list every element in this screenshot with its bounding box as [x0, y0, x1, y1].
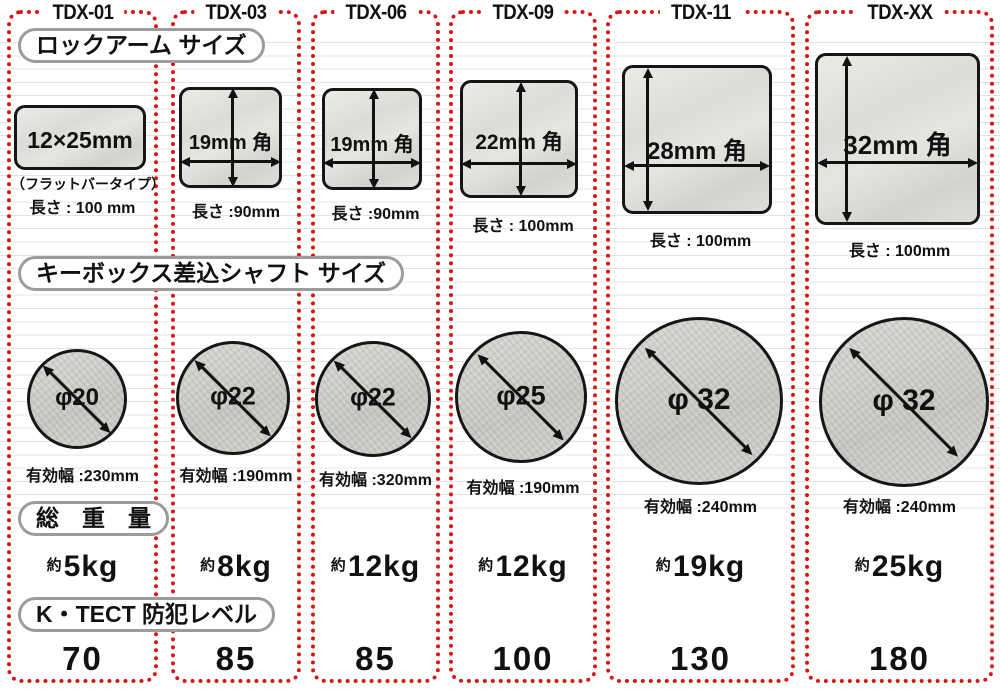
column-tdx-01: TDX-01 12×25mm （フラットバータイプ） 長さ : 100 mm φ…: [7, 1, 165, 683]
column-header-label: TDX-06: [344, 1, 407, 24]
shaft-width-label: 有効幅 :230mm: [26, 468, 139, 485]
total-weight-value: 約19kg: [610, 550, 791, 584]
lock-arm-shape-square: 19mm 角: [322, 88, 422, 190]
total-weight-value: 約5kg: [11, 550, 154, 584]
lock-arm-size-label: 22mm 角: [475, 131, 563, 154]
column-header: TDX-03: [194, 1, 278, 24]
lock-arm-size-label: 28mm 角: [646, 138, 748, 165]
lock-arm-length-label: 長さ : 100mm: [848, 243, 951, 260]
lock-arm-shape-flat-bar: 12×25mm: [14, 105, 146, 170]
shaft-circle: φ20: [27, 349, 127, 449]
vertical-dimension-arrow-icon: [372, 97, 375, 181]
vertical-dimension-arrow-icon: [519, 90, 522, 188]
lock-arm-type-note: （フラットバータイプ）: [11, 176, 165, 192]
column-header-label: TDX-09: [492, 1, 554, 24]
column-header: TDX-01: [40, 1, 125, 24]
security-level-value: 70: [62, 640, 103, 677]
lock-arm-length-label: 長さ : 100mm: [649, 233, 752, 250]
weight-value: 8kg: [217, 550, 272, 583]
shaft-diameter-label: φ22: [350, 383, 396, 412]
vertical-dimension-arrow-icon: [845, 64, 848, 214]
shaft-width-label: 有効幅 :240mm: [644, 499, 757, 516]
shaft-diameter-label: φ25: [496, 380, 546, 411]
security-level-value: 130: [669, 640, 732, 677]
column-header: TDX-XX: [855, 1, 944, 24]
column-header-label: TDX-01: [51, 1, 114, 24]
shaft-circle: φ22: [315, 341, 431, 457]
lock-arm-size-label: 32mm 角: [843, 130, 952, 160]
approx-prefix: 約: [655, 557, 671, 574]
shaft-diameter-label: φ 32: [872, 383, 936, 417]
approx-prefix: 約: [854, 557, 870, 574]
total-weight-value: 約8kg: [175, 550, 297, 584]
shaft-circle: φ 32: [819, 317, 989, 487]
lock-arm-shape-square: 32mm 角: [815, 53, 980, 225]
column-header-label: TDX-11: [670, 1, 731, 24]
security-level-value: 85: [215, 640, 257, 677]
horizontal-dimension-arrow-icon: [825, 161, 970, 164]
lock-arm-shape-square: 19mm 角: [179, 87, 282, 188]
column-tdx-09: TDX-09 22mm 角 長さ : 100mm φ25 有効幅 :190mm …: [449, 1, 597, 683]
section-label-security-level: K・TECT 防犯レベル: [18, 597, 276, 632]
column-tdx-11: TDX-11 28mm 角 長さ : 100mm φ 32 有効幅 :240mm…: [606, 1, 795, 683]
lock-arm-shape-square: 22mm 角: [460, 80, 578, 198]
total-weight-value: 約25kg: [809, 550, 990, 584]
approx-prefix: 約: [330, 557, 346, 574]
shaft-width-label: 有効幅 :190mm: [179, 468, 293, 485]
shaft-diameter-label: φ 32: [667, 382, 731, 416]
column-header-label: TDX-XX: [866, 1, 933, 24]
lock-arm-size-label: 19mm 角: [330, 134, 414, 156]
column-header-label: TDX-03: [205, 1, 267, 24]
column-header: TDX-11: [659, 1, 742, 24]
security-level-value: 100: [492, 640, 554, 677]
lock-arm-size-label: 12×25mm: [27, 127, 133, 153]
approx-prefix: 約: [478, 557, 494, 574]
lock-arm-size-label: 19mm 角: [188, 132, 273, 154]
section-label-lock-arm-size: ロックアーム サイズ: [18, 28, 265, 63]
shaft-diameter-label: φ20: [55, 384, 99, 412]
shaft-diameter-label: φ22: [210, 382, 256, 411]
lock-arm-shape-square: 28mm 角: [622, 65, 772, 214]
column-tdx-xx: TDX-XX 32mm 角 長さ : 100mm φ 32 有効幅 :240mm…: [805, 1, 994, 683]
column-header: TDX-06: [333, 1, 418, 24]
lock-arm-length-label: 長さ :90mm: [331, 206, 420, 223]
total-weight-value: 約12kg: [315, 550, 436, 584]
section-label-total-weight: 総 重 量: [18, 501, 169, 536]
weight-value: 5kg: [63, 550, 119, 583]
shaft-circle: φ25: [455, 331, 587, 463]
shaft-width-label: 有効幅 :240mm: [843, 499, 956, 516]
security-level-value: 180: [868, 640, 931, 677]
shaft-circle: φ22: [176, 341, 290, 455]
horizontal-dimension-arrow-icon: [469, 162, 569, 165]
weight-value: 12kg: [495, 550, 568, 583]
weight-value: 12kg: [347, 550, 421, 583]
weight-value: 25kg: [871, 550, 945, 583]
shaft-width-label: 有効幅 :320mm: [319, 472, 432, 489]
lock-arm-length-label: 長さ : 100mm: [472, 218, 574, 235]
approx-prefix: 約: [46, 557, 62, 574]
approx-prefix: 約: [200, 557, 216, 574]
lock-arm-length-label: 長さ :90mm: [191, 204, 281, 221]
column-tdx-06: TDX-06 19mm 角 長さ :90mm φ22 有効幅 :320mm 約1…: [311, 1, 440, 683]
column-tdx-03: TDX-03 19mm 角 長さ :90mm φ22 有効幅 :190mm 約8…: [171, 1, 301, 683]
shaft-circle: φ 32: [615, 317, 783, 485]
horizontal-dimension-arrow-icon: [188, 160, 273, 163]
weight-value: 19kg: [672, 550, 746, 583]
column-header: TDX-09: [481, 1, 565, 24]
vertical-dimension-arrow-icon: [646, 76, 649, 203]
vertical-dimension-arrow-icon: [231, 96, 234, 179]
horizontal-dimension-arrow-icon: [632, 164, 762, 167]
section-label-shaft-size: キーボックス差込シャフト サイズ: [18, 256, 405, 291]
lock-arm-length-label: 長さ : 100 mm: [29, 200, 136, 217]
horizontal-dimension-arrow-icon: [331, 161, 413, 164]
security-level-value: 85: [355, 640, 396, 677]
total-weight-value: 約12kg: [453, 550, 593, 584]
shaft-width-label: 有効幅 :190mm: [466, 480, 580, 497]
